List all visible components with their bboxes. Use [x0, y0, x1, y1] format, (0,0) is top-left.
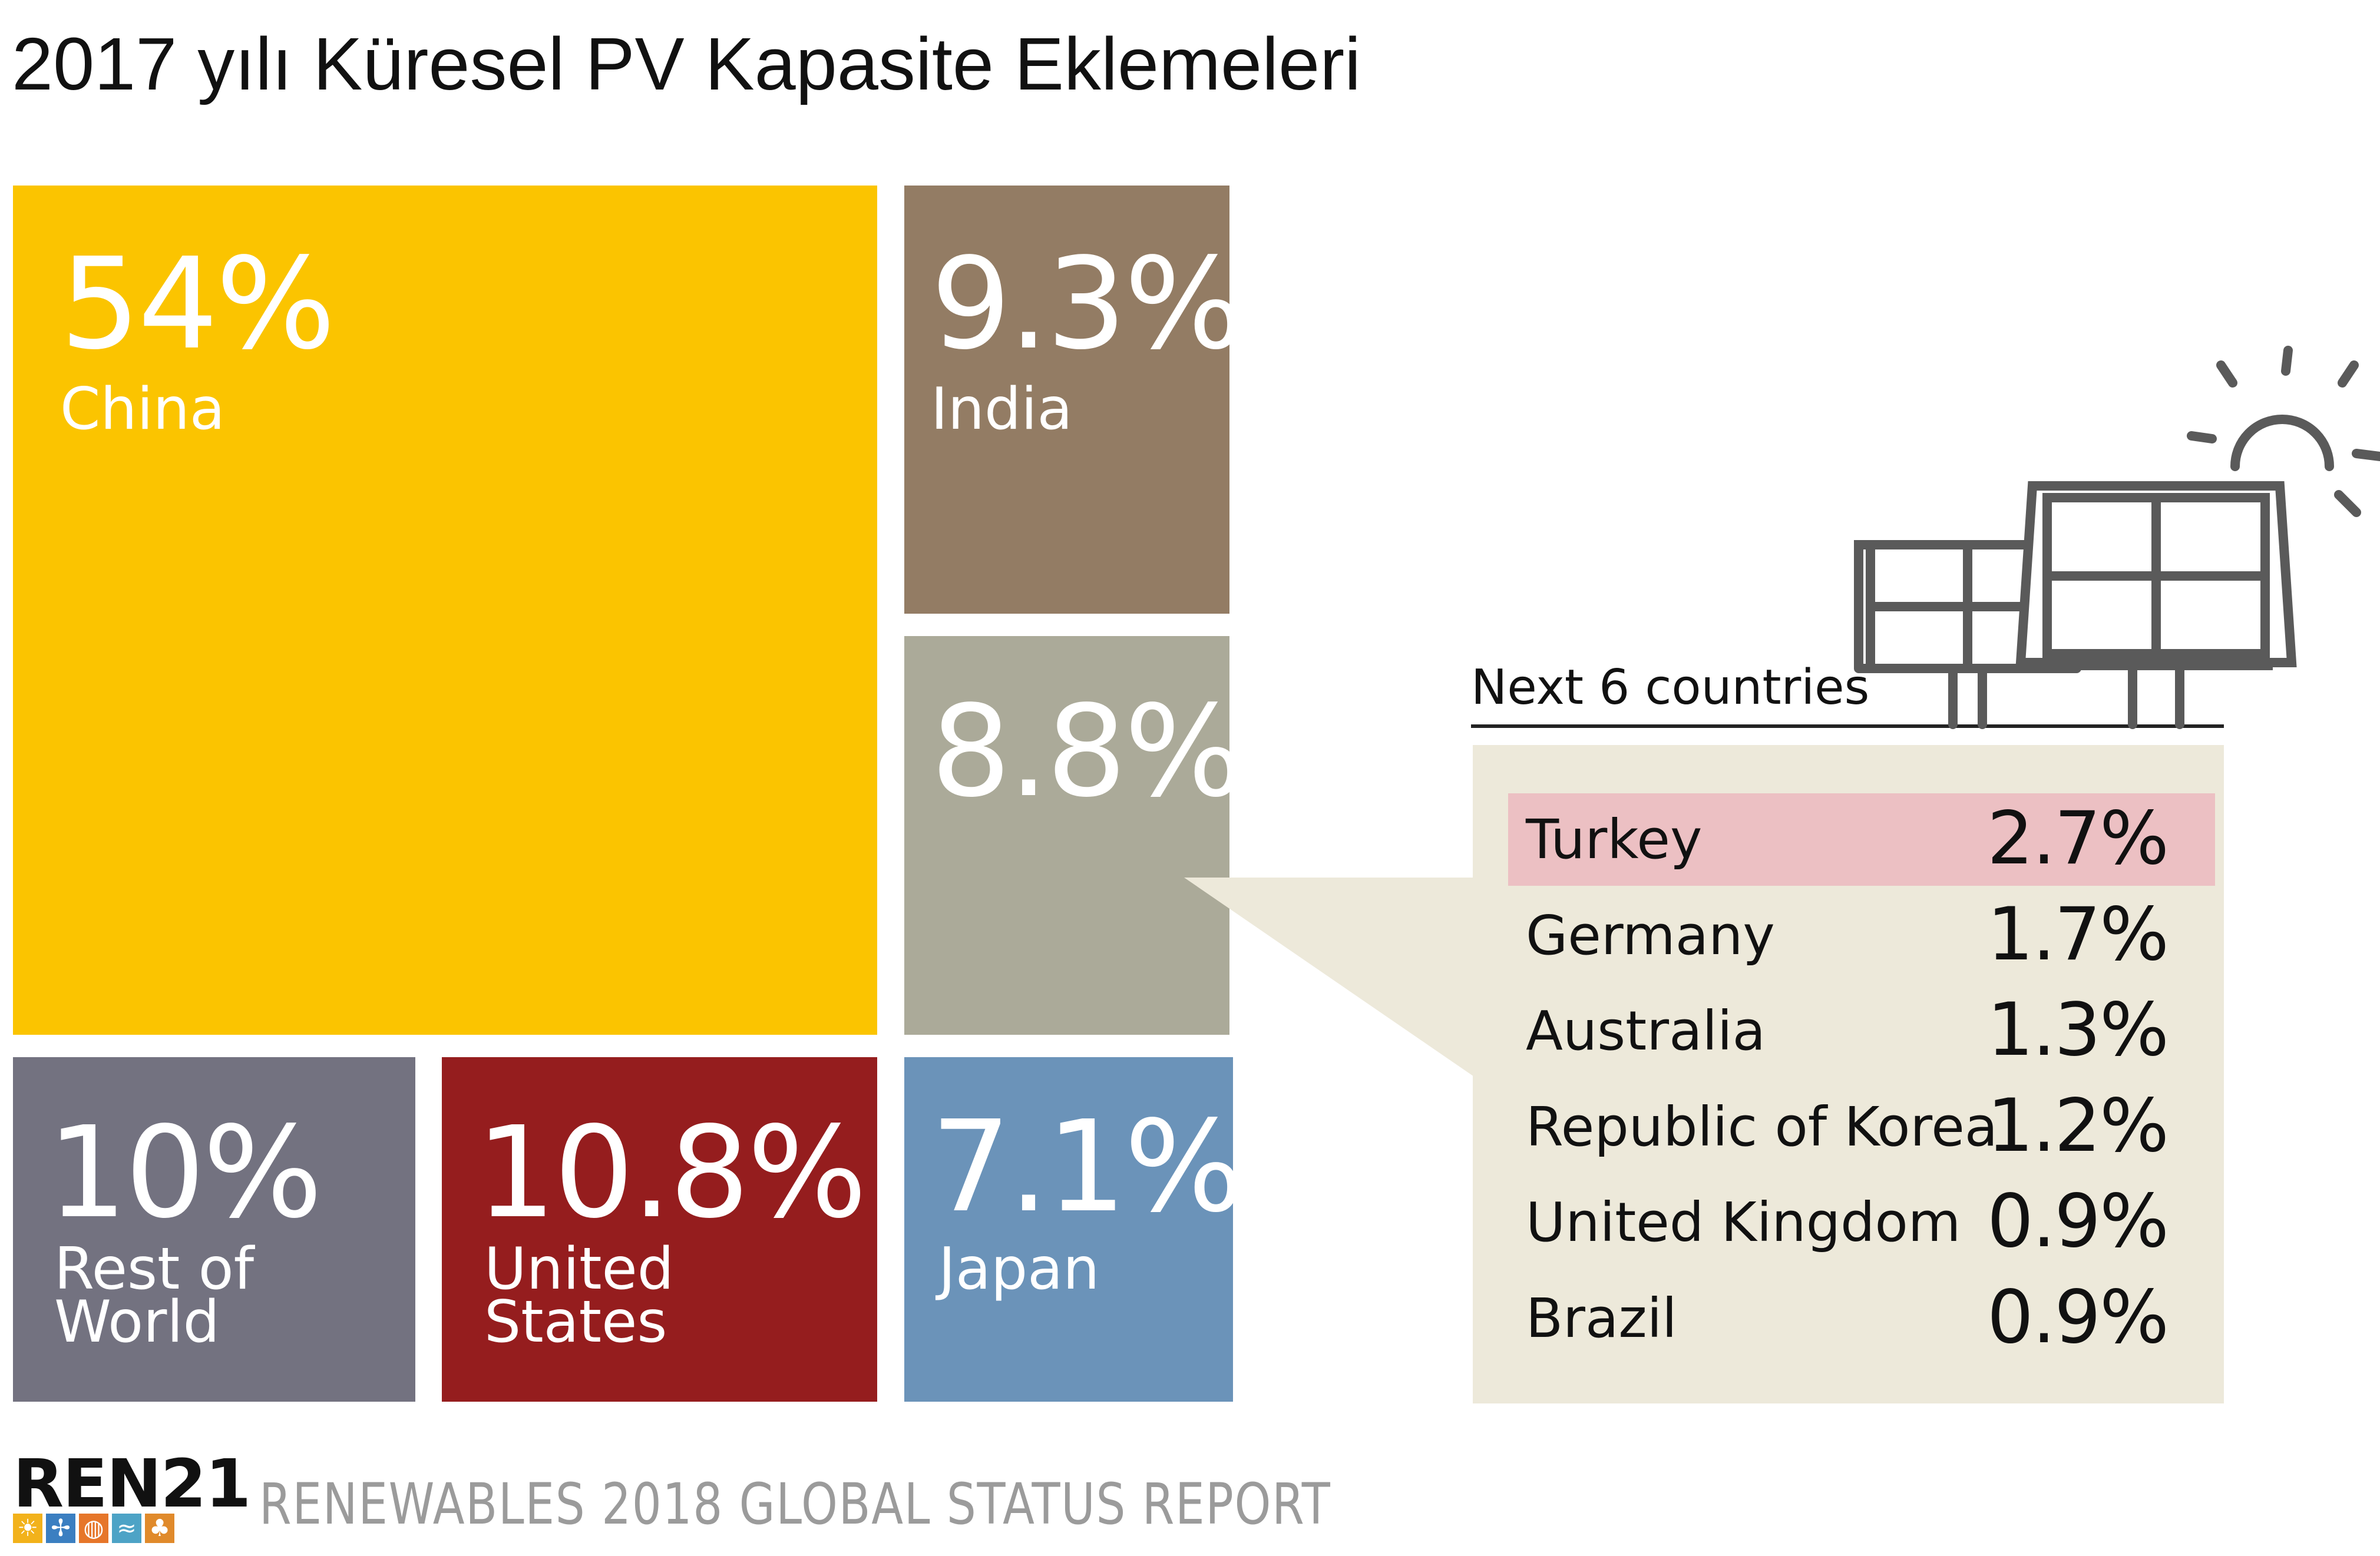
tile-china: 54% China	[13, 186, 877, 1035]
next6-heading: Next 6 countries	[1471, 660, 1870, 716]
tile-india-label: India	[931, 376, 1073, 443]
country-row-republic-of-korea: Republic of Korea 1.2%	[1508, 1084, 2215, 1168]
ren21-logo: REN21	[13, 1446, 251, 1522]
next6-heading-rule	[1471, 724, 2224, 728]
country-row-turkey: Turkey 2.7%	[1508, 793, 2215, 886]
wave-icon: ≈	[112, 1514, 141, 1543]
country-name: Brazil	[1526, 1287, 1677, 1350]
country-name: Australia	[1526, 999, 1766, 1062]
country-value: 0.9%	[1986, 1275, 2169, 1360]
leaf-icon: ♣	[145, 1514, 174, 1543]
sun-icon: ☀	[13, 1514, 42, 1543]
country-value: 1.3%	[1986, 988, 2169, 1072]
tile-next6-value: 8.8%	[931, 678, 1244, 825]
country-row-united-kingdom: United Kingdom 0.9%	[1508, 1179, 2215, 1264]
tile-united-states-value: 10.8%	[476, 1100, 867, 1246]
tile-japan-label: Japan	[938, 1236, 1100, 1303]
chart-title: 2017 yılı Küresel PV Kapasite Eklemeleri	[12, 22, 1361, 105]
tile-rest-of-world-label-line1: Rest of	[54, 1236, 254, 1303]
country-name: Republic of Korea	[1526, 1095, 1998, 1158]
tile-united-states-label-line1: United	[484, 1236, 674, 1303]
tile-china-value: 54%	[60, 231, 336, 378]
tile-rest-of-world-label-line2: World	[54, 1289, 220, 1356]
tile-china-label: China	[60, 376, 225, 443]
wind-icon: ✢	[46, 1514, 75, 1543]
country-row-australia: Australia 1.3%	[1508, 988, 2215, 1072]
tile-next6: 8.8%	[904, 636, 1244, 1035]
sun-icon	[2187, 346, 2380, 517]
ren21-logo-icons: ☀ ✢ ◍ ≈ ♣	[13, 1514, 174, 1543]
country-row-germany: Germany 1.7%	[1508, 892, 2215, 977]
tile-india-value: 9.3%	[931, 231, 1244, 378]
tile-india: 9.3% India	[904, 186, 1244, 614]
country-row-brazil: Brazil 0.9%	[1508, 1275, 2215, 1360]
country-value: 1.2%	[1986, 1084, 2169, 1168]
tile-united-states: 10.8% United States	[442, 1057, 877, 1402]
country-name: Germany	[1526, 904, 1775, 967]
tile-japan: 7.1% Japan	[904, 1057, 1244, 1402]
tile-rest-of-world-value: 10%	[47, 1100, 323, 1246]
tile-rest-of-world: 10% Rest of World	[13, 1057, 415, 1402]
country-name: United Kingdom	[1526, 1191, 1961, 1254]
tile-japan-value: 7.1%	[931, 1094, 1244, 1240]
country-value: 0.9%	[1986, 1179, 2169, 1264]
report-title: RENEWABLES 2018 GLOBAL STATUS REPORT	[259, 1471, 1331, 1537]
country-name: Turkey	[1526, 808, 1703, 871]
country-value: 2.7%	[1986, 796, 2169, 881]
solar-panel-icon	[1854, 346, 2380, 729]
country-value: 1.7%	[1986, 892, 2169, 977]
flame-icon: ◍	[79, 1514, 108, 1543]
tile-united-states-label-line2: States	[484, 1289, 667, 1356]
